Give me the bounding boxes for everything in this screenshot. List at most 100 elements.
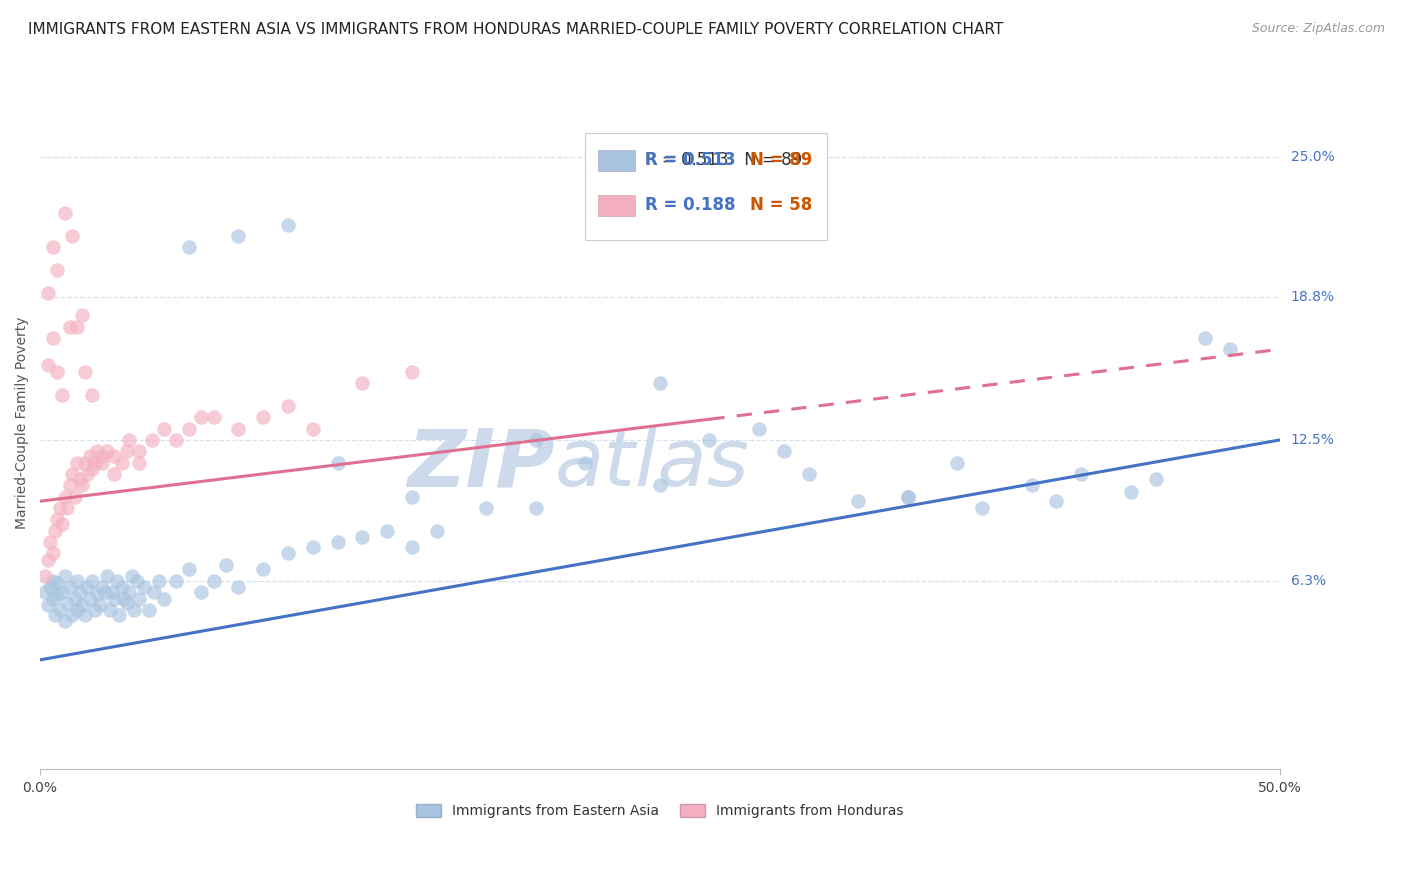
Point (352, 376, 374, 391)
Point (69, 471, 91, 485)
Point (699, 433, 721, 447)
Point (128, 444, 150, 458)
Point (401, 490, 423, 504)
Point (56, 596, 79, 610)
Point (115, 596, 138, 610)
Point (301, 422, 323, 436)
Point (63, 591, 86, 606)
Point (125, 574, 148, 588)
Point (1144, 471, 1167, 485)
Point (34, 569, 56, 583)
Point (72, 599, 94, 613)
Point (401, 365, 423, 379)
Point (56, 501, 79, 516)
Point (326, 456, 349, 470)
Point (326, 535, 349, 549)
Point (141, 433, 163, 447)
Point (41, 546, 63, 560)
Text: ZIP: ZIP (408, 425, 554, 503)
Point (91, 580, 114, 594)
Point (34, 585, 56, 599)
Point (66, 456, 89, 470)
Point (98, 603, 121, 617)
Point (83, 603, 105, 617)
Point (53, 206, 76, 220)
Point (53, 490, 76, 504)
Text: N = 58: N = 58 (751, 196, 813, 214)
Point (177, 562, 200, 576)
Point (846, 494, 869, 508)
Point (401, 540, 423, 554)
Point (59, 580, 82, 594)
Point (103, 467, 125, 481)
Point (1045, 494, 1067, 508)
Point (93, 585, 115, 599)
Point (46, 587, 69, 601)
Point (648, 376, 671, 391)
Text: N = 89: N = 89 (751, 152, 813, 169)
Point (228, 422, 250, 436)
Point (352, 531, 374, 545)
Point (51, 516, 73, 531)
Text: atlas: atlas (554, 425, 749, 503)
Text: 6.3%: 6.3% (1291, 574, 1326, 588)
Point (46, 263, 69, 277)
Point (41, 331, 63, 345)
Point (91, 456, 114, 470)
Point (1070, 467, 1092, 481)
Point (648, 478, 671, 492)
Text: R = 0.513   N = 89: R = 0.513 N = 89 (645, 152, 801, 169)
Point (89, 599, 111, 613)
Point (165, 433, 187, 447)
Point (37, 553, 59, 567)
Point (76, 467, 98, 481)
Point (177, 422, 200, 436)
Point (66, 574, 89, 588)
Point (72, 309, 94, 323)
Point (82, 574, 104, 588)
Text: IMMIGRANTS FROM EASTERN ASIA VS IMMIGRANTS FROM HONDURAS MARRIED-COUPLE FAMILY P: IMMIGRANTS FROM EASTERN ASIA VS IMMIGRAN… (28, 22, 1004, 37)
Point (1219, 343, 1241, 357)
Point (73, 456, 96, 470)
Point (252, 410, 274, 425)
Point (41, 574, 63, 588)
Point (63, 490, 86, 504)
Point (277, 399, 299, 413)
Point (277, 218, 299, 232)
Text: 12.5%: 12.5% (1291, 433, 1334, 447)
Point (797, 467, 820, 481)
Point (772, 444, 794, 458)
Point (53, 569, 76, 583)
Point (91, 449, 114, 463)
Point (39, 580, 62, 594)
Point (946, 456, 969, 470)
Point (69, 585, 91, 599)
Point (138, 603, 160, 617)
Point (103, 591, 125, 606)
Text: R = 0.513: R = 0.513 (645, 152, 735, 169)
Point (41, 240, 63, 254)
Point (51, 387, 73, 401)
Point (118, 585, 141, 599)
Point (44, 607, 66, 622)
Point (37, 599, 59, 613)
Point (60, 467, 83, 481)
Point (524, 501, 547, 516)
Point (970, 501, 993, 516)
Point (475, 501, 498, 516)
Point (215, 558, 238, 572)
Point (375, 524, 398, 538)
Point (37, 285, 59, 300)
Point (59, 478, 82, 492)
Point (277, 546, 299, 560)
Point (426, 524, 449, 538)
Point (46, 575, 69, 590)
Point (252, 562, 274, 576)
Point (115, 444, 138, 458)
Point (111, 456, 134, 470)
Text: 25.0%: 25.0% (1291, 150, 1334, 164)
Point (202, 410, 225, 425)
Point (72, 478, 94, 492)
Legend: Immigrants from Eastern Asia, Immigrants from Honduras: Immigrants from Eastern Asia, Immigrants… (411, 798, 910, 824)
Point (51, 585, 73, 599)
